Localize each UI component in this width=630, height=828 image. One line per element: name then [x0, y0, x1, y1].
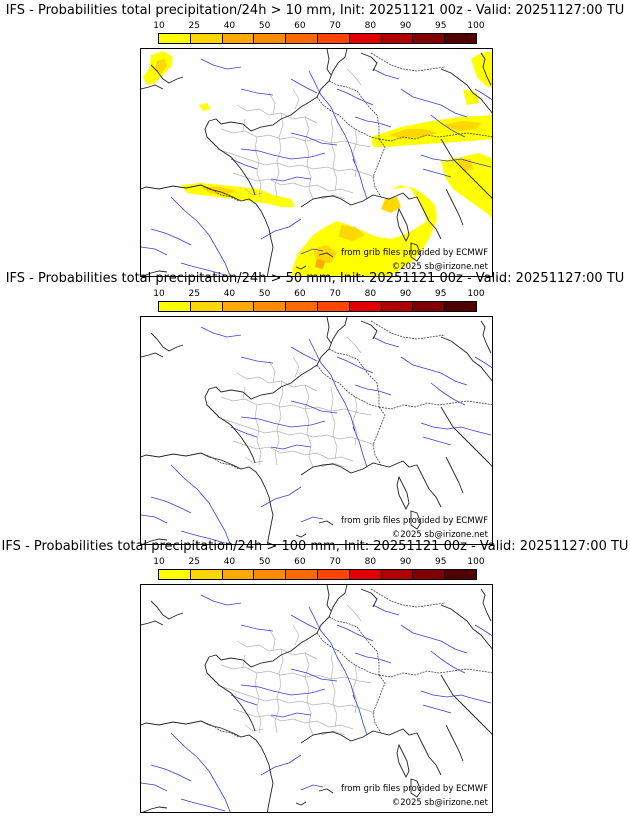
colorbar-label: 95 — [435, 21, 447, 31]
admin-boundaries — [216, 604, 376, 736]
map-canvas — [141, 585, 492, 812]
copyright-credit: ©2025 sb@irizone.net — [391, 530, 488, 540]
colorbar-label: 80 — [364, 557, 377, 567]
admin-boundaries — [216, 336, 376, 468]
colorbar-swatch — [286, 34, 318, 43]
source-credit: from grib files provided by ECMWF — [341, 516, 488, 526]
country-borders — [200, 588, 492, 738]
colorbar-swatch — [445, 302, 476, 311]
map-panel-3: IFS - Probabilities total precipitation/… — [0, 536, 630, 813]
rivers — [141, 594, 492, 812]
colorbar-swatch — [349, 570, 382, 579]
colorbar-swatch — [317, 302, 350, 311]
colorbar-swatch — [349, 34, 382, 43]
panel-title: IFS - Probabilities total precipitation/… — [5, 271, 625, 286]
colorbar-swatch — [317, 570, 350, 579]
colorbar-swatch — [190, 570, 223, 579]
colorbar — [158, 569, 477, 580]
coastlines — [141, 49, 492, 276]
colorbar-label: 40 — [223, 557, 236, 567]
colorbar-label: 90 — [399, 557, 412, 567]
colorbar-swatch — [254, 34, 287, 43]
colorbar-swatch — [317, 34, 350, 43]
colorbar-label: 25 — [188, 289, 200, 299]
probability-map: from grib files provided by ECMWF ©2025 … — [140, 316, 493, 545]
colorbar-label: 40 — [223, 289, 236, 299]
country-borders — [200, 52, 492, 202]
colorbar-label: 80 — [364, 21, 377, 31]
colorbar-label: 25 — [188, 21, 200, 31]
coastlines — [141, 317, 492, 544]
colorbar-label: 70 — [329, 21, 341, 31]
colorbar-label: 60 — [294, 557, 306, 567]
colorbar-swatch — [286, 570, 318, 579]
colorbar-label: 60 — [294, 21, 306, 31]
colorbar-label: 10 — [153, 21, 165, 31]
colorbar-label: 10 — [153, 557, 165, 567]
colorbar-label: 70 — [329, 289, 341, 299]
colorbar-label: 50 — [258, 557, 271, 567]
colorbar-labels: 10 25 40 50 60 70 80 90 95 100 — [153, 20, 490, 32]
colorbar — [158, 301, 477, 312]
colorbar-label: 10 — [153, 289, 165, 299]
colorbar-swatch — [445, 34, 476, 43]
colorbar-label: 90 — [399, 21, 412, 31]
rivers — [141, 326, 492, 544]
colorbar-swatch — [413, 302, 446, 311]
colorbar-swatch — [445, 570, 476, 579]
colorbar-swatch — [413, 570, 446, 579]
map-canvas — [141, 49, 492, 276]
colorbar-swatch — [349, 302, 382, 311]
colorbar — [158, 33, 477, 44]
colorbar-swatch — [381, 34, 414, 43]
colorbar-label: 100 — [467, 557, 485, 567]
colorbar-swatch — [254, 302, 287, 311]
colorbar-label: 95 — [435, 289, 447, 299]
map-panel-2: IFS - Probabilities total precipitation/… — [0, 268, 630, 545]
colorbar-swatch — [159, 570, 191, 579]
panel-title: IFS - Probabilities total precipitation/… — [1, 539, 629, 554]
map-canvas — [141, 317, 492, 544]
probability-map: from grib files provided by ECMWF ©2025 … — [140, 48, 493, 277]
map-panel-1: IFS - Probabilities total precipitation/… — [0, 0, 630, 277]
colorbar-swatch — [222, 302, 255, 311]
rivers — [141, 58, 492, 276]
colorbar-swatch — [254, 570, 287, 579]
colorbar-swatch — [190, 302, 223, 311]
colorbar-swatch — [190, 34, 223, 43]
probability-map: from grib files provided by ECMWF ©2025 … — [140, 584, 493, 813]
source-credit: from grib files provided by ECMWF — [341, 784, 488, 794]
colorbar-labels: 10 25 40 50 60 70 80 90 95 100 — [153, 556, 490, 568]
colorbar-label: 50 — [258, 289, 271, 299]
panel-title: IFS - Probabilities total precipitation/… — [5, 3, 625, 18]
colorbar-swatch — [286, 302, 318, 311]
colorbar-swatch — [381, 570, 414, 579]
copyright-credit: ©2025 sb@irizone.net — [391, 798, 488, 808]
colorbar-swatch — [159, 34, 191, 43]
source-credit: from grib files provided by ECMWF — [341, 248, 488, 258]
precipitation-probability-field — [143, 51, 492, 276]
colorbar-swatch — [222, 570, 255, 579]
colorbar-swatch — [381, 302, 414, 311]
colorbar-label: 60 — [294, 289, 306, 299]
colorbar-swatch — [222, 34, 255, 43]
colorbar-label: 25 — [188, 557, 200, 567]
colorbar-swatch — [413, 34, 446, 43]
colorbar-label: 95 — [435, 557, 447, 567]
coastlines — [141, 585, 492, 812]
colorbar-swatch — [159, 302, 191, 311]
colorbar-label: 80 — [364, 289, 377, 299]
copyright-credit: ©2025 sb@irizone.net — [391, 262, 488, 272]
colorbar-label: 100 — [467, 21, 485, 31]
colorbar-label: 70 — [329, 557, 341, 567]
colorbar-label: 90 — [399, 289, 412, 299]
colorbar-label: 50 — [258, 21, 271, 31]
country-borders — [200, 320, 492, 470]
colorbar-labels: 10 25 40 50 60 70 80 90 95 100 — [153, 288, 490, 300]
colorbar-label: 40 — [223, 21, 236, 31]
colorbar-label: 100 — [467, 289, 485, 299]
